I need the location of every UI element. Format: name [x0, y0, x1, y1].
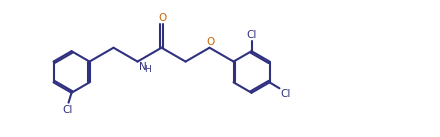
Text: Cl: Cl	[246, 30, 257, 40]
Text: O: O	[158, 13, 166, 23]
Text: Cl: Cl	[280, 89, 290, 99]
Text: Cl: Cl	[63, 105, 73, 115]
Text: O: O	[206, 37, 215, 47]
Text: H: H	[144, 65, 151, 74]
Text: N: N	[139, 62, 146, 72]
